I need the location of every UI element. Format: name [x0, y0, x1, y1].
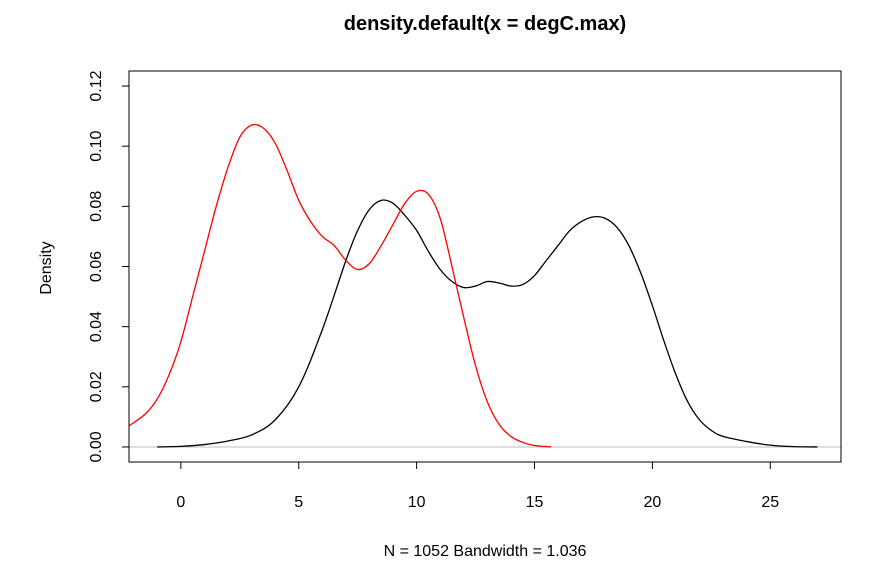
chart-title: density.default(x = degC.max) — [344, 13, 626, 35]
x-axis: 0 5 10 15 20 25 — [176, 461, 779, 511]
x-tick-label: 10 — [408, 494, 426, 511]
x-tick-label: 0 — [176, 494, 185, 511]
y-axis-label: Density — [38, 241, 55, 294]
plot-frame — [128, 70, 842, 463]
density-curve-2 — [129, 123, 552, 448]
y-tick-label: 0.00 — [88, 431, 105, 462]
y-tick-label: 0.04 — [88, 311, 105, 342]
density-curve-1 — [157, 199, 818, 448]
x-tick-label: 5 — [294, 494, 303, 511]
y-tick-label: 0.12 — [88, 70, 105, 101]
y-tick-label: 0.02 — [88, 371, 105, 402]
y-axis: 0.00 0.02 0.04 0.06 0.08 0.10 0.12 — [88, 70, 130, 463]
x-tick-label: 25 — [761, 494, 779, 511]
x-tick-label: 15 — [526, 494, 544, 511]
y-tick-label: 0.10 — [88, 131, 105, 162]
x-tick-label: 20 — [643, 494, 661, 511]
y-tick-label: 0.06 — [88, 251, 105, 282]
y-tick-label: 0.08 — [88, 191, 105, 222]
x-axis-label: N = 1052 Bandwidth = 1.036 — [384, 543, 587, 560]
